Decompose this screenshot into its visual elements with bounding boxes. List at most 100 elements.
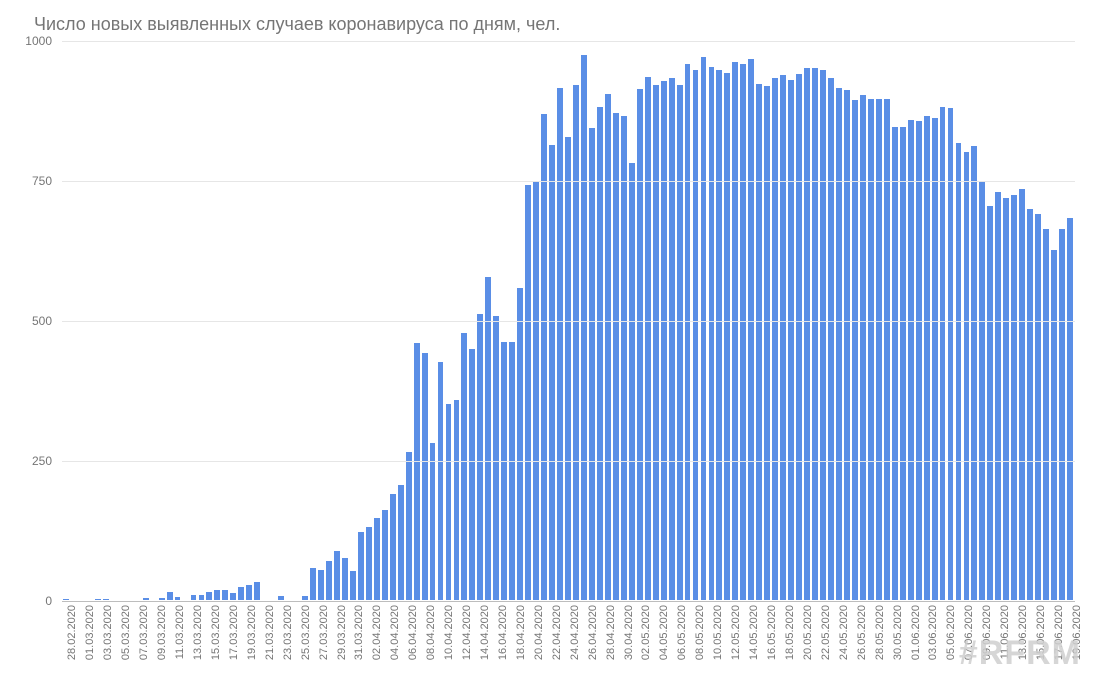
bar bbox=[206, 592, 212, 600]
bar bbox=[948, 108, 954, 600]
bar bbox=[908, 120, 914, 600]
bar bbox=[342, 558, 348, 600]
bar bbox=[454, 400, 460, 600]
x-label-slot bbox=[179, 605, 188, 677]
bar bbox=[310, 568, 316, 600]
x-label-slot: 29.03.2020 bbox=[331, 605, 340, 677]
x-label-slot bbox=[537, 605, 546, 677]
x-label-slot bbox=[484, 605, 493, 677]
bar bbox=[430, 443, 436, 600]
bar bbox=[764, 86, 770, 600]
x-label-slot bbox=[573, 605, 582, 677]
grid-line bbox=[62, 321, 1075, 322]
x-label-slot: 07.03.2020 bbox=[134, 605, 143, 677]
bar bbox=[1035, 214, 1041, 600]
x-label-slot bbox=[842, 605, 851, 677]
bar bbox=[374, 518, 380, 600]
x-label-slot: 04.05.2020 bbox=[654, 605, 663, 677]
x-label-slot bbox=[214, 605, 223, 677]
bar bbox=[709, 67, 715, 600]
bar bbox=[964, 152, 970, 600]
x-label-slot: 08.04.2020 bbox=[421, 605, 430, 677]
bar bbox=[581, 55, 587, 600]
x-label-slot bbox=[519, 605, 528, 677]
x-label-slot: 01.06.2020 bbox=[905, 605, 914, 677]
bar bbox=[971, 146, 977, 600]
x-label-slot bbox=[161, 605, 170, 677]
x-label-slot: 25.03.2020 bbox=[295, 605, 304, 677]
y-axis: 02505007501000 bbox=[10, 41, 60, 601]
chart-container: Число новых выявленных случаев коронавир… bbox=[0, 0, 1095, 677]
bar bbox=[995, 192, 1001, 600]
bar bbox=[884, 99, 890, 600]
bar bbox=[1019, 189, 1025, 600]
x-label-slot: 05.06.2020 bbox=[941, 605, 950, 677]
x-label-slot: 04.04.2020 bbox=[385, 605, 394, 677]
x-label-slot: 03.06.2020 bbox=[923, 605, 932, 677]
x-label-slot bbox=[286, 605, 295, 677]
x-label-slot bbox=[717, 605, 726, 677]
x-label-slot: 03.03.2020 bbox=[98, 605, 107, 677]
x-label-slot bbox=[412, 605, 421, 677]
bar bbox=[605, 94, 611, 600]
bar bbox=[565, 137, 571, 600]
x-label-slot bbox=[860, 605, 869, 677]
bar bbox=[191, 595, 197, 600]
x-label-slot bbox=[735, 605, 744, 677]
grid-line bbox=[62, 41, 1075, 42]
x-label-slot bbox=[448, 605, 457, 677]
x-label-slot: 31.03.2020 bbox=[349, 605, 358, 677]
bar bbox=[812, 68, 818, 600]
x-label-slot: 08.05.2020 bbox=[690, 605, 699, 677]
x-label-slot: 28.02.2020 bbox=[62, 605, 71, 677]
plot-area bbox=[62, 41, 1075, 601]
bar bbox=[1067, 218, 1073, 600]
bar bbox=[246, 585, 252, 600]
x-label-slot bbox=[878, 605, 887, 677]
x-label-slot: 10.05.2020 bbox=[708, 605, 717, 677]
bar bbox=[900, 127, 906, 600]
x-label-slot: 11.03.2020 bbox=[170, 605, 179, 677]
bar bbox=[1003, 198, 1009, 600]
x-label-slot bbox=[950, 605, 959, 677]
x-label-slot bbox=[824, 605, 833, 677]
y-tick-label: 0 bbox=[45, 594, 52, 608]
x-label-slot: 02.04.2020 bbox=[367, 605, 376, 677]
x-label-slot bbox=[932, 605, 941, 677]
x-label-slot bbox=[358, 605, 367, 677]
bar bbox=[629, 163, 635, 600]
bar bbox=[175, 597, 181, 600]
bar bbox=[804, 68, 810, 600]
x-label-slot bbox=[89, 605, 98, 677]
bar bbox=[366, 527, 372, 600]
watermark: #RFRM bbox=[959, 634, 1081, 673]
x-label-slot bbox=[609, 605, 618, 677]
bar bbox=[525, 185, 531, 600]
bar bbox=[469, 349, 475, 600]
bar bbox=[446, 404, 452, 600]
bar bbox=[732, 62, 738, 600]
x-label-slot bbox=[304, 605, 313, 677]
bar bbox=[438, 362, 444, 600]
bar bbox=[167, 592, 173, 600]
bar bbox=[1011, 195, 1017, 600]
bar bbox=[485, 277, 491, 600]
bar bbox=[159, 598, 165, 600]
bar bbox=[573, 85, 579, 600]
bar bbox=[1043, 229, 1049, 600]
bar bbox=[748, 59, 754, 600]
x-label-slot: 21.03.2020 bbox=[259, 605, 268, 677]
x-label-slot: 17.03.2020 bbox=[223, 605, 232, 677]
bar bbox=[199, 595, 205, 600]
bar bbox=[956, 143, 962, 600]
bar bbox=[214, 590, 220, 600]
bar bbox=[661, 81, 667, 600]
bar bbox=[1027, 209, 1033, 600]
bar bbox=[414, 343, 420, 600]
y-tick-label: 750 bbox=[32, 174, 52, 188]
bar bbox=[932, 118, 938, 600]
y-tick-label: 500 bbox=[32, 314, 52, 328]
x-label-slot: 22.04.2020 bbox=[546, 605, 555, 677]
x-label-slot bbox=[501, 605, 510, 677]
bar bbox=[844, 90, 850, 600]
